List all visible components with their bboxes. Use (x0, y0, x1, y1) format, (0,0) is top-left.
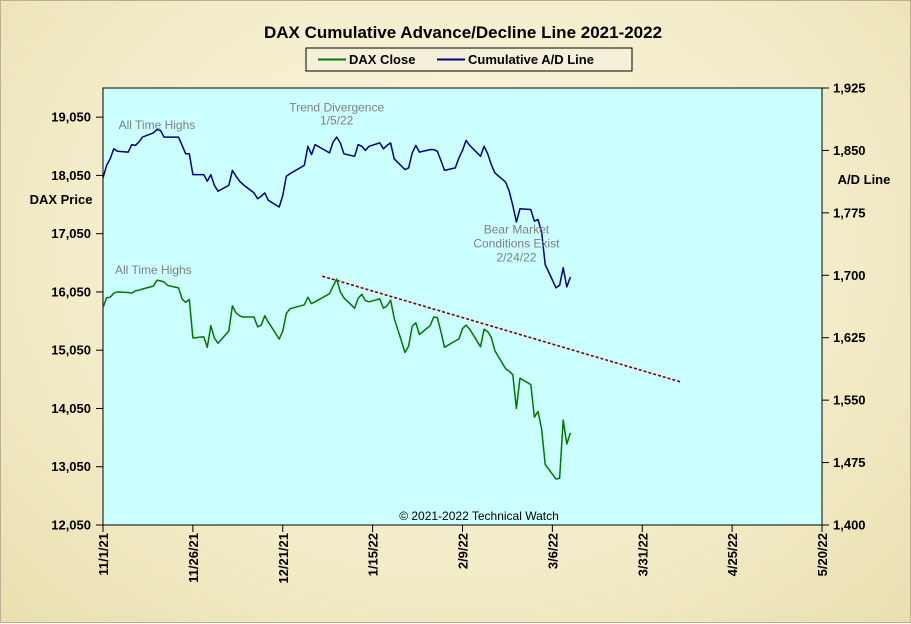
series-line-dax-close (102, 278, 572, 480)
legend-label-ad: Cumulative A/D Line (468, 52, 594, 67)
x-tick-label: 11/26/21 (186, 533, 201, 583)
x-tick-label: 2/9/22 (456, 533, 471, 569)
y-right-tick-label: 1,475 (833, 455, 866, 470)
y-axis-label-right: A/D Line (838, 172, 891, 187)
x-axis: 11/1/21 11/26/21 12/21/21 1/15/22 2/9/22 3/6/… (96, 525, 830, 584)
chart-annotation: Conditions Exist (473, 237, 560, 251)
y-right-tick-label: 1,850 (833, 143, 866, 158)
chart-annotation: 2/24/22 (496, 251, 536, 265)
legend-label-dax: DAX Close (349, 52, 415, 67)
y-left-tick-label: 19,050 (51, 110, 91, 125)
y-left-tick-label: 12,050 (51, 518, 91, 533)
trendline (322, 275, 683, 384)
x-tick-label: 12/21/21 (276, 533, 291, 584)
legend-box (305, 47, 633, 72)
y-right-tick-label: 1,775 (833, 205, 866, 220)
chart-annotation: 1/5/22 (320, 114, 354, 128)
chart-annotation: All Time Highs (119, 118, 196, 132)
x-tick-label: 5/20/22 (815, 533, 830, 576)
chart-annotation: All Time Highs (115, 263, 192, 277)
x-tick-label: 1/15/22 (366, 533, 381, 576)
y-right-tick-label: 1,550 (833, 393, 866, 408)
x-tick-label: 3/31/22 (635, 533, 650, 576)
copyright-text: © 2021-2022 Technical Watch (399, 509, 559, 523)
y-axis-label-left: DAX Price (30, 192, 93, 207)
legend: DAX Close Cumulative A/D Line (305, 47, 633, 72)
y-right-tick-label: 1,925 (833, 81, 866, 96)
y-left-tick-label: 18,050 (51, 168, 91, 183)
x-tick-label: 3/6/22 (545, 533, 560, 569)
y-left-tick-label: 14,050 (51, 401, 91, 416)
plot-area (102, 87, 823, 526)
chart-annotation: Bear Market (484, 223, 550, 237)
y-right-tick-label: 1,400 (833, 518, 866, 533)
y-left-tick-label: 16,050 (51, 284, 91, 299)
left-axis: 12,050 13,050 14,050 15,050 16,050 17,050 18,0… (51, 110, 103, 533)
x-tick-label: 4/25/22 (725, 533, 740, 576)
chart-title: DAX Cumulative Advance/Decline Line 2021… (264, 23, 662, 42)
y-right-tick-label: 1,700 (833, 268, 866, 283)
series-layer (102, 128, 683, 480)
series-line-cumulative-ad (102, 128, 572, 289)
chart-annotation: Trend Divergence (289, 100, 384, 114)
y-left-tick-label: 17,050 (51, 226, 91, 241)
y-left-tick-label: 15,050 (51, 343, 91, 358)
x-tick-label: 11/1/21 (96, 533, 111, 576)
y-left-tick-label: 13,050 (51, 459, 91, 474)
y-right-tick-label: 1,625 (833, 330, 866, 345)
right-axis: 1,400 1,475 1,550 1,625 1,700 1,775 1,850 1,925 (822, 81, 866, 533)
